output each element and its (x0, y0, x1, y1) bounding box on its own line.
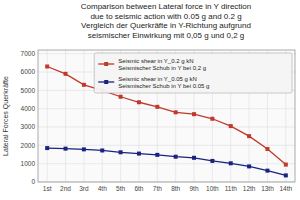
legend-label-line: Seismic shear in Y_0.05 g kN (118, 76, 197, 82)
x-tick-label: 5th (116, 185, 125, 192)
grid-line (47, 50, 48, 182)
point-marker (155, 105, 159, 109)
x-tick-label: 1st (43, 185, 52, 192)
background (0, 0, 300, 200)
legend-marker (104, 80, 108, 84)
title-line: Comparison between Lateral force in Y di… (81, 2, 251, 11)
chart: Comparison between Lateral force in Y di… (0, 0, 300, 200)
x-tick-label: 8th (171, 185, 180, 192)
x-tick-label: 13th (261, 185, 274, 192)
grid-line (38, 145, 295, 146)
legend-label-line: Seismic shear in Y_0.2 g kN (118, 58, 193, 64)
point-marker (192, 156, 196, 160)
legend-label: Seismic shear in Y_0.05 g kNSeismischer … (118, 76, 209, 89)
y-tick-label: 2000 (21, 142, 36, 149)
point-marker (284, 163, 288, 167)
y-tick-label: 7000 (21, 50, 36, 57)
point-marker (45, 65, 49, 69)
series-line (47, 148, 286, 175)
grid-line (38, 163, 295, 164)
point-marker (229, 161, 233, 165)
x-tick-label: 11th (225, 185, 238, 192)
point-marker (265, 169, 269, 173)
x-tick-label: 10th (206, 185, 219, 192)
title-line: Vergleich der Querkräfte in Y-Richtung a… (81, 21, 251, 30)
grid-line (38, 127, 295, 128)
point-marker (100, 148, 104, 152)
point-marker (64, 147, 68, 151)
point-marker (82, 147, 86, 151)
x-tick-label: 2nd (60, 185, 71, 192)
point-marker (210, 159, 214, 163)
point-marker (247, 164, 251, 168)
x-tick-label: 6th (134, 185, 143, 192)
plot-frame (38, 50, 295, 182)
point-marker (284, 173, 288, 177)
y-tick-label: 0 (31, 178, 35, 185)
x-tick-label: 12th (243, 185, 256, 192)
y-axis-label: Lateral Forces Querkräfte (2, 76, 10, 156)
point-marker (155, 153, 159, 157)
y-tick-label: 4000 (21, 105, 36, 112)
grid-line (83, 50, 84, 182)
grid-line (65, 50, 66, 182)
x-tick-label: 3rd (79, 185, 89, 192)
y-tick-label: 1000 (21, 160, 36, 167)
title: Comparison between Lateral force in Y di… (81, 2, 251, 40)
x-tick-label: 4th (98, 185, 107, 192)
point-marker (229, 124, 233, 128)
legend-label-line: Seismischer Schub in Y bei 0.05 g (118, 83, 209, 89)
legend-marker (104, 62, 108, 66)
point-marker (265, 147, 269, 151)
y-tick-label: 3000 (21, 123, 36, 130)
point-marker (174, 110, 178, 114)
y-tick-label: 6000 (21, 68, 36, 75)
point-marker (210, 117, 214, 121)
point-marker (119, 95, 123, 99)
legend-label-line: Seismischer Schub in Y bei 0,2 g (118, 65, 206, 71)
legend-label: Seismic shear in Y_0.2 g kNSeismischer S… (118, 58, 206, 71)
x-tick-label: 7th (153, 185, 162, 192)
legend: Seismic shear in Y_0.2 g kNSeismischer S… (94, 53, 292, 93)
point-marker (137, 100, 141, 104)
point-marker (174, 155, 178, 159)
legend-box (94, 53, 292, 93)
title-line: due to seismic action with 0.05 g and 0.… (90, 12, 241, 21)
point-marker (119, 150, 123, 154)
point-marker (64, 72, 68, 76)
point-marker (137, 152, 141, 156)
x-tick-label: 9th (190, 185, 199, 192)
point-marker (192, 112, 196, 116)
x-tick-label: 14th (279, 185, 292, 192)
y-tick-label: 5000 (21, 87, 36, 94)
title-line: seismischer Einwirkung mit 0,05 g und 0,… (88, 31, 245, 40)
point-marker (247, 134, 251, 138)
point-marker (45, 146, 49, 150)
point-marker (82, 83, 86, 87)
plot-area (38, 50, 295, 182)
